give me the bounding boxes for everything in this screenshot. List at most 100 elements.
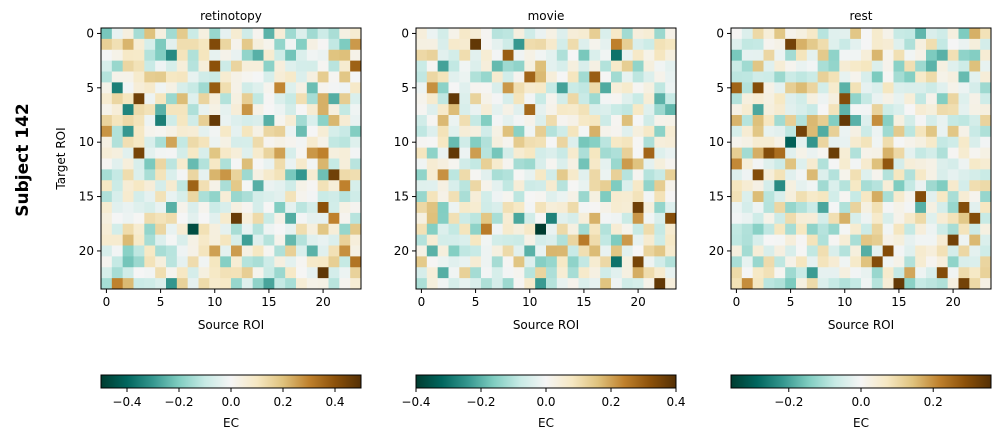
heatmap-cell	[828, 49, 840, 62]
heatmap-cell	[556, 104, 569, 116]
heatmap-cell	[459, 169, 471, 181]
heatmap-cell	[187, 278, 199, 290]
heatmap-cell	[752, 104, 764, 116]
heatmap-cell	[350, 169, 362, 181]
heatmap-cell	[850, 104, 862, 116]
heatmap-cell	[893, 180, 905, 192]
heatmap-cell	[231, 169, 243, 181]
heatmap-cell	[241, 191, 254, 203]
heatmap-cell	[155, 223, 167, 236]
heatmap-cell	[470, 256, 482, 268]
heatmap-cell	[491, 256, 504, 268]
heatmap-cell	[785, 158, 797, 170]
heatmap-cell	[176, 147, 189, 159]
heatmap-cell	[567, 158, 579, 170]
heatmap-cell	[839, 60, 851, 72]
heatmap-cell	[426, 49, 439, 62]
heatmap-cell	[741, 115, 754, 127]
x-tick-label: 5	[472, 295, 480, 309]
heatmap-cell	[176, 234, 189, 246]
heatmap-cell	[763, 104, 775, 116]
heatmap-cell	[828, 82, 840, 94]
heatmap-cell	[600, 104, 612, 116]
heatmap-cell	[600, 180, 612, 192]
heatmap-cell	[643, 212, 655, 225]
heatmap-cell	[133, 212, 145, 225]
heatmap-cell	[871, 49, 884, 62]
heatmap-cell	[155, 82, 167, 94]
heatmap-cell	[589, 191, 601, 203]
heatmap-cell	[220, 234, 232, 246]
heatmap-cell	[861, 136, 873, 149]
heatmap-cell	[926, 125, 938, 138]
heatmap-cell	[980, 82, 992, 94]
heatmap-cell	[459, 256, 471, 268]
colorbar-rest: −0.2 0.0 0.2EC	[730, 374, 992, 430]
heatmap-cell	[731, 136, 743, 149]
heatmap-cell	[133, 71, 145, 83]
heatmap-cell	[187, 202, 199, 214]
heatmap-cell	[350, 202, 362, 214]
heatmap-cell	[969, 104, 981, 116]
heatmap-cell	[459, 223, 471, 236]
heatmap-cell	[741, 28, 754, 40]
heatmap-cell	[274, 147, 286, 159]
heatmap-cell	[220, 169, 232, 181]
heatmap-cell	[915, 278, 927, 290]
heatmap-cell	[741, 38, 754, 51]
heatmap-cell	[643, 202, 655, 214]
heatmap-cell	[513, 38, 525, 51]
heatmap-cell	[785, 256, 797, 268]
heatmap-cell	[731, 125, 743, 138]
heatmap-cell	[839, 191, 851, 203]
heatmap-cell	[654, 191, 666, 203]
heatmap-cell	[285, 147, 297, 159]
heatmap-cell	[350, 267, 362, 279]
heatmap-cell	[339, 82, 351, 94]
heatmap-cell	[437, 245, 449, 257]
heatmap-cell	[470, 245, 482, 257]
heatmap-cell	[296, 256, 308, 268]
heatmap-cell	[155, 38, 167, 51]
heatmap-cell	[231, 60, 243, 72]
heatmap-cell	[524, 38, 536, 51]
heatmap-cell	[904, 267, 916, 279]
heatmap-cell	[144, 136, 156, 149]
heatmap-cell	[817, 245, 829, 257]
heatmap-cell	[796, 71, 808, 83]
heatmap-cell	[643, 180, 655, 192]
heatmap-cell	[133, 245, 145, 257]
heatmap-cell	[317, 49, 329, 62]
y-tick-label: 5	[401, 81, 409, 95]
heatmap-cell	[231, 278, 243, 290]
heatmap-cell	[491, 49, 504, 62]
heatmap-cell	[611, 125, 623, 138]
heatmap-cell	[578, 147, 590, 159]
heatmap-cell	[481, 28, 493, 40]
heatmap-cell	[621, 278, 634, 290]
heatmap-cell	[839, 202, 851, 214]
heatmap-cell	[947, 38, 959, 51]
heatmap-cell	[155, 245, 167, 257]
heatmap-cell	[893, 28, 905, 40]
heatmap-cell	[817, 180, 829, 192]
heatmap-cell	[654, 93, 666, 105]
heatmap-cell	[122, 60, 134, 72]
heatmap-cell	[926, 245, 938, 257]
x-tick-label: 10	[522, 295, 537, 309]
heatmap-cell	[416, 49, 428, 62]
heatmap-cell	[426, 115, 439, 127]
heatmap-cell	[741, 93, 754, 105]
heatmap-cell	[274, 278, 286, 290]
heatmap-cell	[969, 93, 981, 105]
heatmap-cell	[524, 267, 536, 279]
heatmap-cell	[416, 60, 428, 72]
heatmap-cell	[328, 267, 340, 279]
heatmap-cell	[611, 93, 623, 105]
heatmap-cell	[231, 38, 243, 51]
heatmap-cell	[166, 28, 178, 40]
heatmap-cell	[665, 169, 677, 181]
heatmap-cell	[915, 256, 927, 268]
heatmap-cell	[796, 169, 808, 181]
heatmap-cell	[556, 212, 569, 225]
